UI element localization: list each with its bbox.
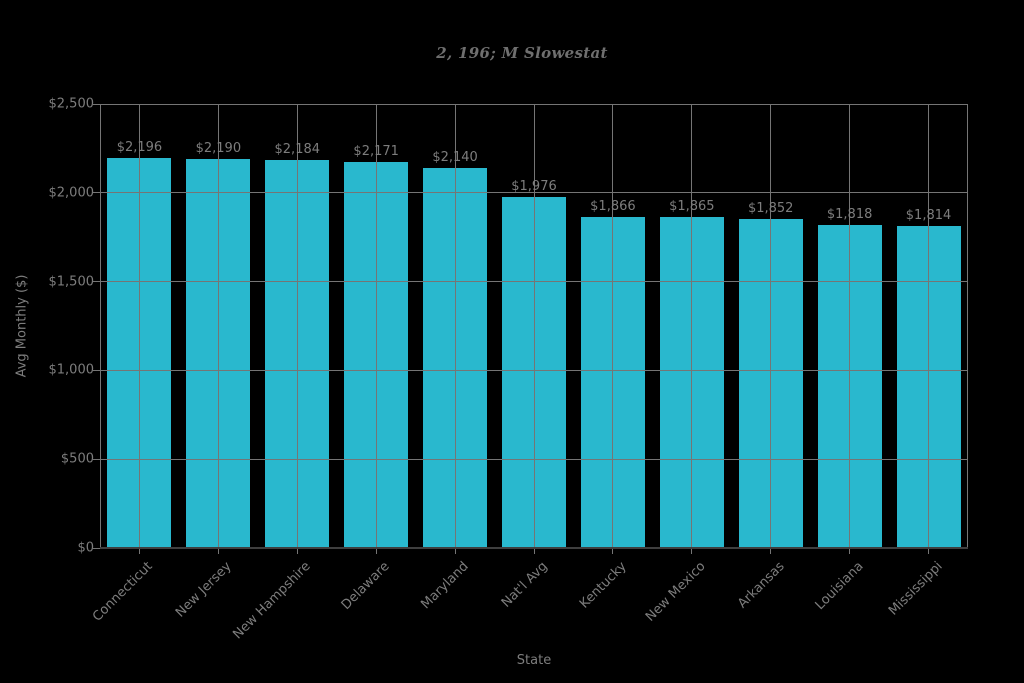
x-tick-mark (454, 549, 456, 554)
gridline-x-4 (454, 104, 456, 548)
bar-value-label: $1,852 (747, 201, 794, 217)
gridline-x-6 (612, 104, 614, 548)
right-spine (967, 104, 968, 548)
gridline-x-9 (849, 104, 851, 548)
x-tick-mark (375, 549, 377, 554)
gridline-x-7 (691, 104, 693, 548)
x-axis-title: State (516, 653, 552, 668)
x-tick-mark (217, 549, 219, 554)
y-axis-title: Avg Monthly ($) (14, 274, 30, 378)
x-tick-mark (612, 549, 614, 554)
y-tick-label: $2,000 (48, 185, 95, 201)
bar-value-label: $2,140 (432, 149, 478, 165)
bar-value-label: $2,184 (274, 142, 321, 158)
bar-value-label: $1,865 (669, 198, 715, 214)
gridline-x-10 (928, 104, 930, 548)
y-tick-mark (93, 547, 100, 549)
bar-value-label: $1,818 (826, 207, 873, 223)
bar-value-label: $2,196 (116, 140, 163, 155)
x-tick-mark (770, 549, 772, 554)
gridline-x-2 (296, 104, 298, 548)
bar-value-label: $2,171 (353, 144, 399, 160)
y-tick-label: $1,500 (48, 274, 95, 290)
x-tick-mark (138, 549, 140, 554)
y-tick-mark (93, 369, 100, 371)
y-tick-label: $2,500 (48, 96, 95, 112)
gridline-x-1 (217, 104, 219, 548)
gridline-x-3 (375, 104, 377, 548)
gridline-x-8 (770, 104, 772, 548)
plot-area: $2,196 $2,190 $2,184 $2,171 $2,140 $1,976 $1,8… (100, 103, 968, 549)
y-tick-mark (93, 458, 100, 460)
bar-value-label: $1,814 (905, 207, 952, 223)
y-tick-label: $500 (60, 451, 94, 467)
y-tick-mark (93, 281, 100, 283)
x-tick-mark (849, 549, 851, 554)
y-tick-label: $1,000 (48, 362, 95, 378)
y-tick-label: $0 (77, 540, 94, 556)
x-tick-mark (691, 549, 693, 554)
x-tick-mark (928, 549, 930, 554)
chart-title: 2, 196; M Slowestat (436, 44, 608, 62)
gridline-x-5 (533, 104, 535, 548)
bar-value-label: $1,866 (590, 198, 636, 214)
x-axis-line (100, 547, 968, 549)
bar-value-label: $2,190 (195, 141, 242, 157)
bar-value-label: $1,976 (511, 179, 557, 195)
gridline-x-0 (138, 104, 140, 548)
y-tick-mark (93, 103, 100, 105)
y-tick-mark (93, 192, 100, 194)
x-tick-mark (533, 549, 535, 554)
left-spine (100, 104, 101, 548)
x-tick-mark (296, 549, 298, 554)
